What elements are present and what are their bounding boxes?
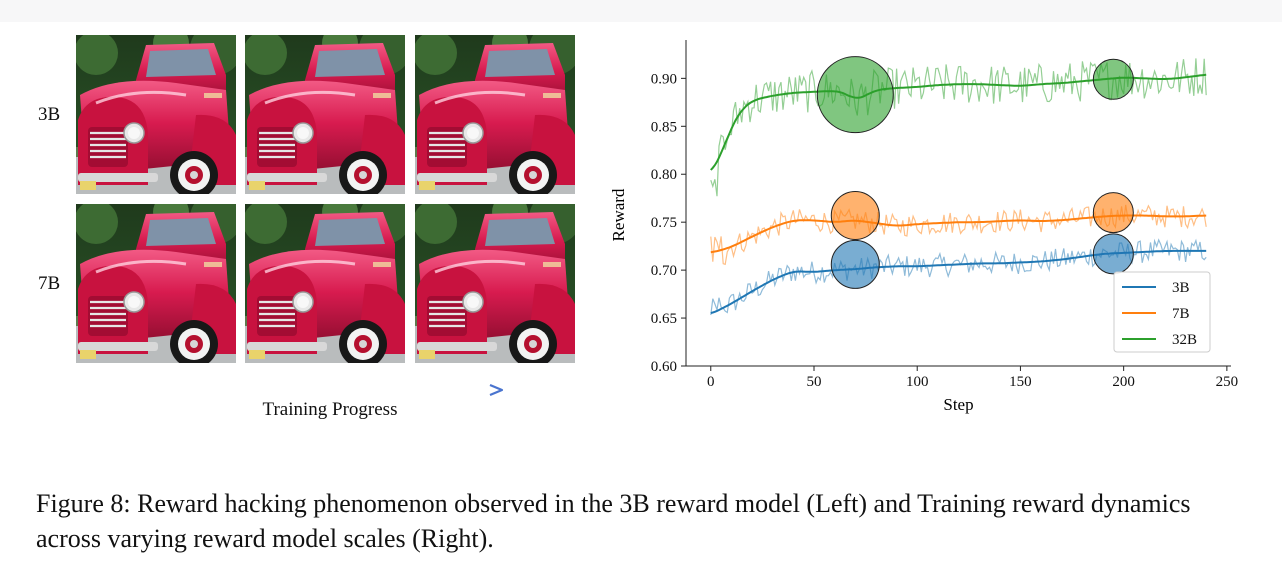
series-32B-highlight-marker [816, 56, 894, 134]
y-tick-label: 0.65 [651, 311, 677, 327]
figure-caption: Figure 8: Reward hacking phenomenon obse… [36, 489, 1191, 553]
page-top-bar [0, 0, 1282, 22]
y-tick-label: 0.70 [651, 263, 677, 279]
x-axis-label: Step [943, 395, 973, 414]
x-tick-label: 100 [906, 374, 929, 390]
truck-image-3b-1 [76, 35, 236, 194]
series-3B-highlight-marker [1092, 233, 1134, 275]
x-tick-label: 250 [1216, 374, 1239, 390]
legend-label-32B: 32B [1172, 332, 1197, 348]
truck-image-3b-3 [415, 35, 575, 194]
x-tick-label: 200 [1112, 374, 1135, 390]
y-tick-label: 0.85 [651, 119, 677, 135]
x-tick-label: 0 [707, 374, 715, 390]
y-tick-label: 0.90 [651, 71, 677, 87]
y-tick-label: 0.60 [651, 359, 677, 375]
series-32B-highlight-marker [1092, 58, 1134, 100]
series-7B-highlight-marker [1092, 192, 1134, 234]
x-tick-label: 50 [806, 374, 821, 390]
legend-label-3B: 3B [1172, 280, 1190, 296]
y-tick-label: 0.80 [651, 167, 677, 183]
y-axis-label: Reward [609, 188, 628, 241]
reward-chart: 0 50 100 150 200 250 0.60 0.65 0.70 0.75 0.80 0.85 0… [609, 40, 1239, 414]
legend-label-7B: 7B [1172, 306, 1190, 322]
truck-image-3b-2 [245, 35, 405, 194]
truck-image-7b-3 [415, 204, 575, 363]
y-tick-label: 0.75 [651, 215, 677, 231]
training-progress-label: Training Progress [262, 399, 398, 420]
truck-image-7b-2 [245, 204, 405, 363]
row-label-7b: 7B [38, 273, 61, 294]
series-3B-highlight-marker [830, 239, 880, 289]
training-progress-arrow [146, 383, 504, 397]
truck-image-7b-1 [76, 204, 236, 363]
chart-legend: 3B 7B 32B [1113, 271, 1211, 353]
row-label-3b: 3B [38, 104, 61, 125]
series-7B-highlight-marker [830, 190, 880, 240]
x-tick-label: 150 [1009, 374, 1032, 390]
legend-box [1113, 271, 1211, 353]
